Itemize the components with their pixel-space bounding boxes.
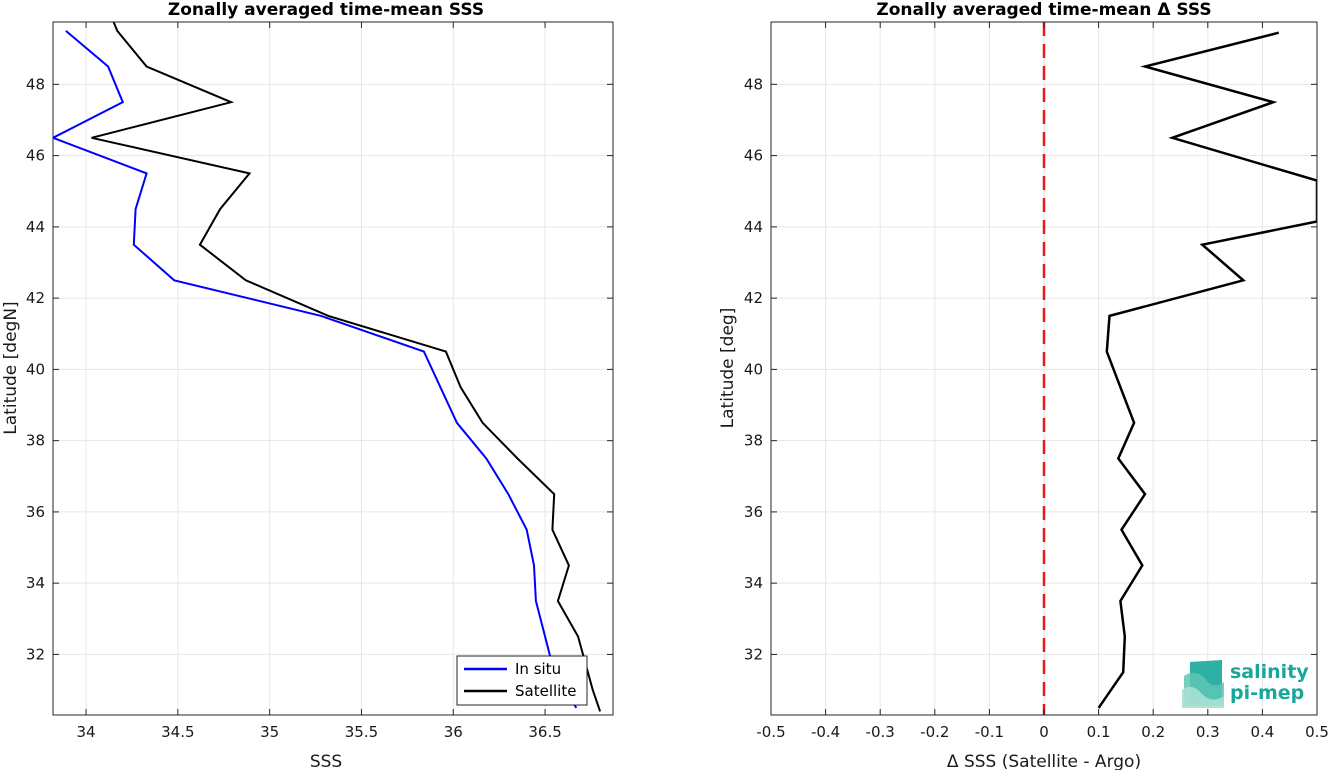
left-y-tick-label: 32 [26, 645, 45, 663]
right-x-tick-label: 0 [1039, 723, 1049, 741]
right-y-tick-label: 42 [744, 289, 763, 307]
left-chart-title: Zonally averaged time-mean SSS [168, 0, 484, 20]
left-y-tick-label: 44 [26, 218, 45, 236]
right-y-tick-label: 32 [744, 645, 763, 663]
logo-text-pi-mep: pi-mep [1230, 682, 1304, 704]
legend-label-in-situ: In situ [515, 660, 561, 678]
right-y-tick-label: 46 [744, 147, 763, 165]
left-plot-area [53, 22, 613, 715]
right-y-tick-label: 36 [744, 503, 763, 521]
left-x-tick-label: 34 [77, 723, 96, 741]
right-x-tick-label: 0.3 [1196, 723, 1220, 741]
right-y-tick-label: 44 [744, 218, 763, 236]
left-series-line-satellite [91, 22, 602, 712]
right-panel-delta-sss: -0.5 -0.4 -0.3 -0.2 -0.1 0 0.1 0.2 0.3 0.4 0.5 32 34… [718, 0, 1329, 770]
right-x-tick-label: -0.2 [920, 723, 949, 741]
right-y-tick-label: 34 [744, 574, 763, 592]
left-x-tick-label: 35 [260, 723, 279, 741]
right-x-tick-label: -0.1 [975, 723, 1004, 741]
left-y-tick-label: 36 [26, 503, 45, 521]
left-y-tick-label: 38 [26, 432, 45, 450]
left-y-tick-label: 42 [26, 289, 45, 307]
right-x-tick-label: 0.1 [1087, 723, 1111, 741]
left-y-tick-label: 48 [26, 75, 45, 93]
salinity-pi-mep-logo: salinity pi-mep [1182, 660, 1309, 708]
left-y-tick-label: 40 [26, 360, 45, 378]
right-x-tick-label: 0.2 [1141, 723, 1165, 741]
left-x-tick-label: 36 [444, 723, 463, 741]
right-x-tick-label: 0.4 [1250, 723, 1274, 741]
right-y-tick-label: 38 [744, 432, 763, 450]
legend: In situ Satellite [456, 655, 588, 706]
wave-logo-icon [1182, 660, 1224, 708]
right-y-tick-label: 40 [744, 360, 763, 378]
right-chart-title: Zonally averaged time-mean Δ SSS [876, 0, 1211, 20]
left-y-axis-label: Latitude [degN] [1, 301, 21, 434]
left-x-tick-label: 36.5 [528, 723, 561, 741]
left-x-axis-label: SSS [310, 752, 342, 770]
legend-label-satellite: Satellite [515, 682, 576, 700]
right-x-tick-label: -0.4 [811, 723, 840, 741]
left-y-tick-label: 46 [26, 147, 45, 165]
left-series-line-in-situ [53, 30, 578, 709]
left-axes-box [52, 21, 614, 716]
right-series-line-delta [1097, 31, 1317, 709]
right-y-tick-label: 48 [744, 75, 763, 93]
left-y-tick-label: 34 [26, 574, 45, 592]
right-x-tick-label: -0.3 [866, 723, 895, 741]
right-y-axis-label: Latitude [deg] [718, 308, 738, 429]
left-x-tick-label: 35.5 [345, 723, 378, 741]
left-panel-sss: 34 34.5 35 35.5 36 36.5 32 34 36 38 40 42 44 46 48 Zon… [1, 0, 614, 770]
right-x-axis-label: Δ SSS (Satellite - Argo) [947, 752, 1141, 770]
right-x-tick-label: -0.5 [756, 723, 785, 741]
logo-text-salinity: salinity [1230, 661, 1309, 683]
legend-box [456, 655, 588, 706]
left-x-tick-label: 34.5 [161, 723, 194, 741]
right-x-tick-label: 0.5 [1305, 723, 1329, 741]
